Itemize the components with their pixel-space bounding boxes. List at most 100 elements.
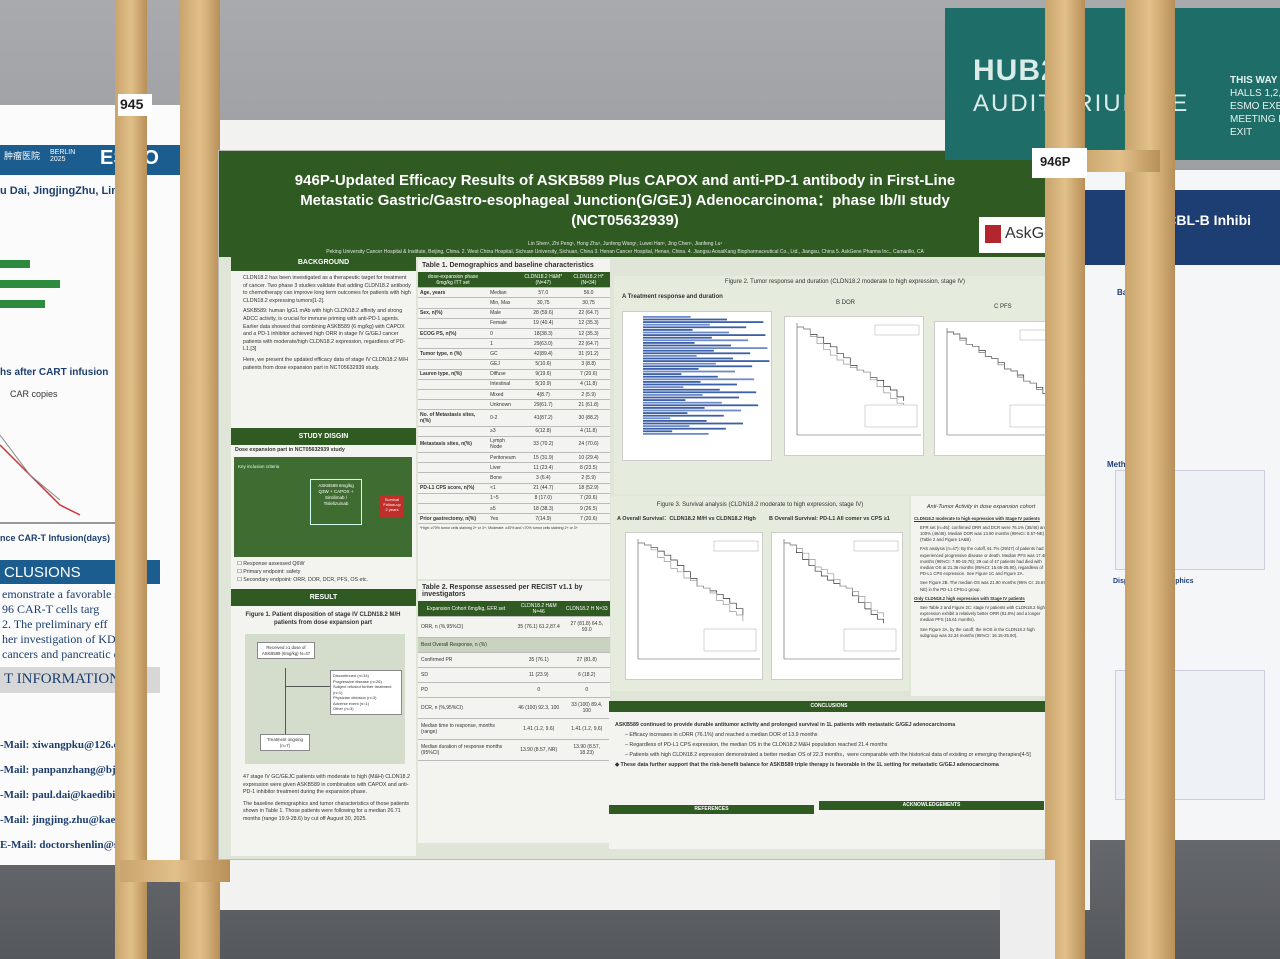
table2-header-cell: CLDN18.2 H N=33 — [563, 601, 610, 618]
table-cell: 5(10.9) — [519, 379, 568, 391]
table1-header-cell: CLDN18.2 H&M* (N=47) — [519, 272, 568, 289]
table-cell: 8 (17.0) — [519, 493, 568, 504]
table-cell: Unknown — [488, 399, 520, 411]
table-cell: Lymph Node — [488, 436, 520, 454]
legend-title: CAR copies — [10, 389, 58, 399]
swimmer-bar — [643, 407, 705, 409]
swimmer-bar — [643, 425, 690, 427]
table1-header-cell: dose-expansion phase 6mg/kg ITT set — [418, 272, 489, 289]
table-row: Prior gastrectomy, n(%) Yes 7(14.9) 7 (20.6… — [418, 513, 610, 525]
table-cell: Lauren type, n(%) — [418, 369, 489, 380]
table-row: Unknown 29(61.7) 21 (61.8) — [418, 399, 610, 411]
table-cell: GEJ — [488, 359, 520, 370]
table-cell: 22 (64.7) — [567, 308, 610, 319]
line: 2. The preliminary eff — [2, 617, 108, 631]
table-cell: 35 (76.1) 61.2,87.4 — [513, 616, 564, 639]
acknowledgements-header: ACKNOWLEDGEMENTS — [819, 801, 1044, 810]
table-cell: Prior gastrectomy, n(%) — [418, 513, 489, 525]
swimmer-bar — [643, 383, 737, 386]
result-header: RESULT — [231, 589, 416, 606]
swimmer-bar — [643, 344, 731, 347]
line: her investigation of KD — [2, 632, 116, 646]
table-cell: Sex, n(%) — [418, 308, 489, 319]
table-row: Mixed 4(8.7) 2 (5.9) — [418, 389, 610, 401]
figure2a-label: A Treatment response and duration — [622, 294, 723, 300]
bar — [0, 260, 30, 268]
table-row: SD 11 (23.9) 6 (18.2) — [418, 667, 610, 684]
endpoint-item: ☐ Primary endpoint: safety — [237, 569, 301, 575]
swimmer-bar — [643, 430, 673, 433]
table-cell: 33 (100) 89.4, 100 — [563, 697, 610, 720]
table-cell: PD-L1 CPS score, n(%) — [418, 483, 489, 494]
car-copies-chart — [0, 434, 125, 524]
direction-line: ESMO EXECU — [1230, 101, 1280, 112]
conclusions-text: ASKB589 continued to provide durable ant… — [609, 712, 1049, 770]
swimmer-bar — [643, 401, 722, 404]
table-cell — [418, 426, 489, 437]
line: cancers and pancreatic c — [2, 647, 119, 661]
swimmer-bar — [643, 355, 697, 357]
table-row: Bone 3 (6.4) 2 (5.9) — [418, 472, 610, 484]
table-cell: 35 (76.1) — [513, 652, 564, 669]
swimmer-bar — [643, 331, 729, 334]
board-number-946p: 946P — [1032, 148, 1087, 178]
table-cell: 12 (35.3) — [567, 328, 610, 340]
table-cell — [418, 462, 489, 474]
swimmer-bar — [643, 404, 759, 407]
swimmer-bar — [643, 365, 753, 368]
table-row: PD-L1 CPS score, n(%) <1 21 (44.7) 18 (52.9… — [418, 483, 610, 494]
table-cell: 7 (20.6) — [567, 369, 610, 380]
swimmer-bar — [643, 352, 751, 355]
table-cell — [418, 452, 489, 464]
swimmer-bar — [643, 399, 686, 401]
anti-tumor-item: Only CLDN18.2 high expression with Stage… — [914, 595, 1025, 601]
table2-panel: Table 2. Response assessed per RECIST v1… — [418, 581, 610, 843]
direction-line: MEETING RO — [1230, 114, 1280, 125]
figure3-title: Figure 3. Survival analysis (CLDN18.2 mo… — [656, 502, 864, 508]
swimmer-bar — [643, 360, 770, 362]
table-row: ≥3 6(12.8) 4 (11.8) — [418, 426, 610, 437]
poster-title-bar: 946P-Updated Efficacy Results of ASKB589… — [219, 151, 1081, 257]
anti-tumor-item: See Figure 3A, by the cutoff, the mOS in… — [920, 626, 1035, 638]
table-row: 1~5 8 (17.0) 7 (20.6) — [418, 493, 610, 504]
table-cell: Intestinal — [488, 379, 520, 391]
table-cell — [418, 472, 489, 484]
swimmer-bar — [643, 321, 764, 323]
km-legend — [853, 540, 899, 552]
table-row: Age, years Median 57.0 56.0 — [418, 287, 610, 299]
table-row: PD 0 0 — [418, 682, 610, 699]
table-cell: 27 (81.8) 64.5, 93.0 — [563, 616, 610, 639]
bullet: The baseline demographics and tumor char… — [243, 800, 410, 822]
table-cell: 1.41 (1.2, 9.6) — [513, 718, 564, 741]
swimmer-bar — [643, 381, 701, 383]
table-cell — [563, 637, 610, 654]
table2-header-cell: CLDN18.2 H&M N=46 — [513, 601, 564, 618]
point-text: Regardless of PD-L1 CPS expression, the … — [629, 742, 888, 748]
study-design-subtitle: Dose expansion part in NCT05632939 study — [235, 447, 345, 453]
table-cell: Liver — [488, 462, 520, 474]
swimmer-bar — [643, 357, 733, 360]
table-cell — [418, 493, 489, 504]
anti-tumor-item: EFR set (n=46): confirmed ORR and DCR we… — [920, 524, 1048, 543]
table-cell: Tumor type, n (%) — [418, 348, 489, 360]
table-cell — [418, 297, 489, 309]
table-cell: 2 (5.9) — [567, 472, 610, 484]
email: -Mail: xiwangpku@126.c — [0, 739, 119, 751]
table-row: Peritoneum 15 (31.9) 10 (29.4) — [418, 452, 610, 464]
table-cell — [418, 379, 489, 391]
km-curve-line — [947, 331, 1050, 396]
reason: Adverse event (n=1) — [333, 700, 370, 706]
table-cell: 4 (11.8) — [567, 426, 610, 437]
table-cell: 30,75 — [519, 297, 568, 309]
reason: Progressive disease (n=26) — [333, 678, 382, 684]
board-number-945: 945 — [118, 94, 152, 116]
hub27-sign: HUB27 AUDITORIUM BE THIS WAY T HALLS 1,2… — [945, 8, 1280, 160]
table-cell: 18 (52.9) — [567, 483, 610, 494]
table-cell: 1 — [488, 338, 520, 350]
anti-tumor-title: Anti-Tumor Activity in dose expansion co… — [926, 504, 1036, 510]
table-cell: 15 (31.9) — [519, 452, 568, 464]
table-cell: 13.90 (8.57, NR) — [513, 739, 564, 762]
table-cell: Confirmed PR — [418, 652, 514, 669]
swimmer-bar — [643, 422, 743, 425]
paper-tube — [1000, 860, 1055, 959]
